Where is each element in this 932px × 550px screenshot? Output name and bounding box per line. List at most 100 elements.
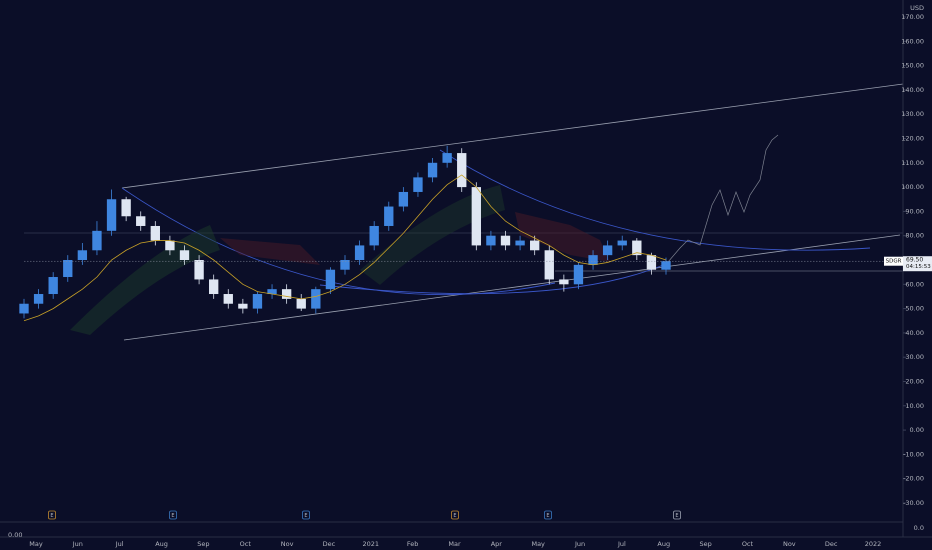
y-tick-label: 110.00 xyxy=(901,159,924,167)
y-tick-label: 40.00 xyxy=(905,329,924,337)
arc xyxy=(319,262,669,295)
candle-body xyxy=(77,250,88,260)
candle-body xyxy=(252,294,263,309)
cloud xyxy=(360,185,505,285)
symbol-label: SDGR xyxy=(886,259,902,265)
y-tick-label: 160.00 xyxy=(901,37,924,45)
last-price-label: 69.50 xyxy=(906,257,923,264)
candle-body xyxy=(325,269,336,290)
candle-body xyxy=(617,240,627,246)
channel-upper xyxy=(121,83,904,189)
candle-body xyxy=(646,255,657,270)
x-tick-label: Mar xyxy=(448,540,461,548)
candle-body xyxy=(413,177,423,192)
candle-body xyxy=(194,260,204,280)
x-tick-label: May xyxy=(531,540,545,548)
candle-body xyxy=(398,191,409,207)
event-marker xyxy=(302,510,310,520)
candle-body xyxy=(457,153,467,188)
y-tick-label: -30.00 xyxy=(903,499,924,507)
x-tick-label: Sep xyxy=(197,540,209,548)
candle-body xyxy=(150,225,160,241)
x-tick-label: Sep xyxy=(699,540,711,548)
x-tick-label: Jun xyxy=(72,540,83,548)
candle-body xyxy=(384,206,394,226)
candle-body xyxy=(296,298,306,309)
x-tick-label: Jul xyxy=(115,540,124,548)
candle-body xyxy=(442,153,452,163)
x-tick-label: Oct xyxy=(240,540,252,548)
y-tick-label: 90.00 xyxy=(905,207,924,215)
symbol-tag xyxy=(884,256,903,266)
event-label: E xyxy=(453,513,456,519)
event-marker xyxy=(544,510,552,520)
candle-body xyxy=(121,199,131,217)
candle-body xyxy=(223,294,233,304)
moving-average xyxy=(23,174,667,322)
x-tick-label: Nov xyxy=(783,540,796,548)
candle-body xyxy=(559,279,569,285)
candle-body xyxy=(136,216,146,226)
candle-body xyxy=(19,303,29,314)
event-marker xyxy=(451,510,459,520)
candle-body xyxy=(48,277,58,295)
x-tick-label: Dec xyxy=(825,540,838,548)
currency: USD xyxy=(910,4,924,12)
candle-body xyxy=(340,260,350,270)
y-tick-label: -10.00 xyxy=(903,450,924,458)
candle-body xyxy=(63,260,73,278)
y-tick-label: -20.00 xyxy=(903,475,924,483)
candle-body xyxy=(106,199,117,231)
x-tick-label: Aug xyxy=(657,540,670,548)
candle-body xyxy=(165,240,175,251)
y-tick-label: 80.00 xyxy=(905,232,924,240)
x-tick-label: Jul xyxy=(617,540,626,548)
countdown-label: 04:15:53 xyxy=(906,264,931,270)
candle-body xyxy=(209,279,219,295)
y-tick-label: 170.00 xyxy=(901,13,924,21)
y-tick-label: 10.00 xyxy=(905,402,924,410)
event-marker xyxy=(169,510,177,520)
candle-body xyxy=(92,230,102,251)
candle-body xyxy=(238,303,248,309)
lower-pane-label: 0.0 xyxy=(914,524,924,532)
x-tick-label: Feb xyxy=(407,540,419,548)
x-tick-label: Nov xyxy=(281,540,294,548)
candle-body xyxy=(515,240,525,246)
candle-body xyxy=(471,187,481,246)
y-tick-label: 130.00 xyxy=(901,110,924,118)
y-tick-label: 150.00 xyxy=(901,62,924,70)
y-tick-label: 60.00 xyxy=(905,280,924,288)
y-tick-label: 120.00 xyxy=(901,135,924,143)
x-tick-label: Dec xyxy=(323,540,336,548)
candle-body xyxy=(588,255,598,265)
candle-body xyxy=(311,289,321,309)
candle-body xyxy=(427,162,438,178)
candle-body xyxy=(267,289,277,295)
y-tick-label: 140.00 xyxy=(901,86,924,94)
event-label: E xyxy=(546,513,549,519)
candle-body xyxy=(486,235,496,246)
y-tick-label: 100.00 xyxy=(901,183,924,191)
price-tag xyxy=(903,256,932,272)
cloud xyxy=(220,238,320,265)
x-tick-label: Jun xyxy=(574,540,585,548)
x-tick-label: 2022 xyxy=(865,540,882,548)
projection xyxy=(667,134,779,263)
lower-pane-label: 0.00 xyxy=(8,531,22,539)
event-marker xyxy=(48,510,56,520)
y-tick-label: 20.00 xyxy=(905,378,924,386)
y-tick-label: 50.00 xyxy=(905,305,924,313)
candle-body xyxy=(369,225,379,246)
cloud xyxy=(515,212,610,262)
x-tick-label: Oct xyxy=(742,540,754,548)
x-tick-label: May xyxy=(29,540,43,548)
arc xyxy=(439,149,871,251)
y-tick-label: 30.00 xyxy=(905,353,924,361)
candle-body xyxy=(573,264,584,285)
channel-lower xyxy=(123,234,901,341)
candle-body xyxy=(179,250,190,260)
event-label: E xyxy=(50,513,53,519)
